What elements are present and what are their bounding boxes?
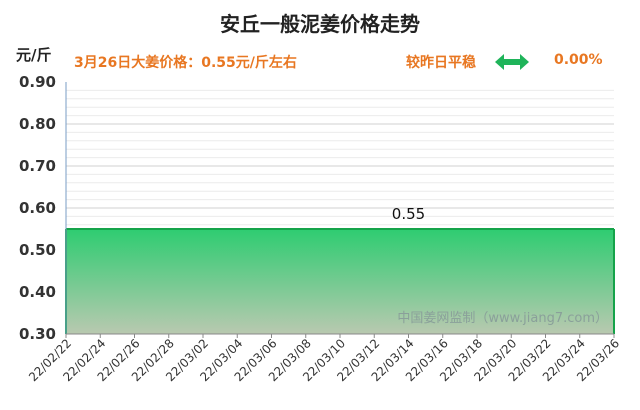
y-tick-label: 0.40 (19, 283, 56, 301)
y-tick-label: 0.80 (19, 115, 56, 133)
double-arrow-icon (495, 54, 529, 70)
y-tick-label: 0.50 (19, 241, 56, 259)
data-label: 0.55 (392, 205, 425, 223)
y-tick-label: 0.30 (19, 325, 56, 343)
change-percent: 0.00% (554, 52, 603, 68)
y-tick-label: 0.70 (19, 157, 56, 175)
price-summary: 3月26日大姜价格：0.55元/斤左右 (74, 55, 297, 71)
compare-label: 较昨日平稳 (406, 55, 476, 71)
y-unit-label: 元/斤 (16, 46, 52, 64)
axes (65, 82, 615, 338)
y-tick-label: 0.60 (19, 199, 56, 217)
watermark: 中国姜网监制（www.jiang7.com） (397, 311, 608, 326)
y-tick-label: 0.90 (19, 73, 56, 91)
chart-title: 安丘一般泥姜价格走势 (220, 12, 420, 36)
area-fill (66, 229, 614, 334)
